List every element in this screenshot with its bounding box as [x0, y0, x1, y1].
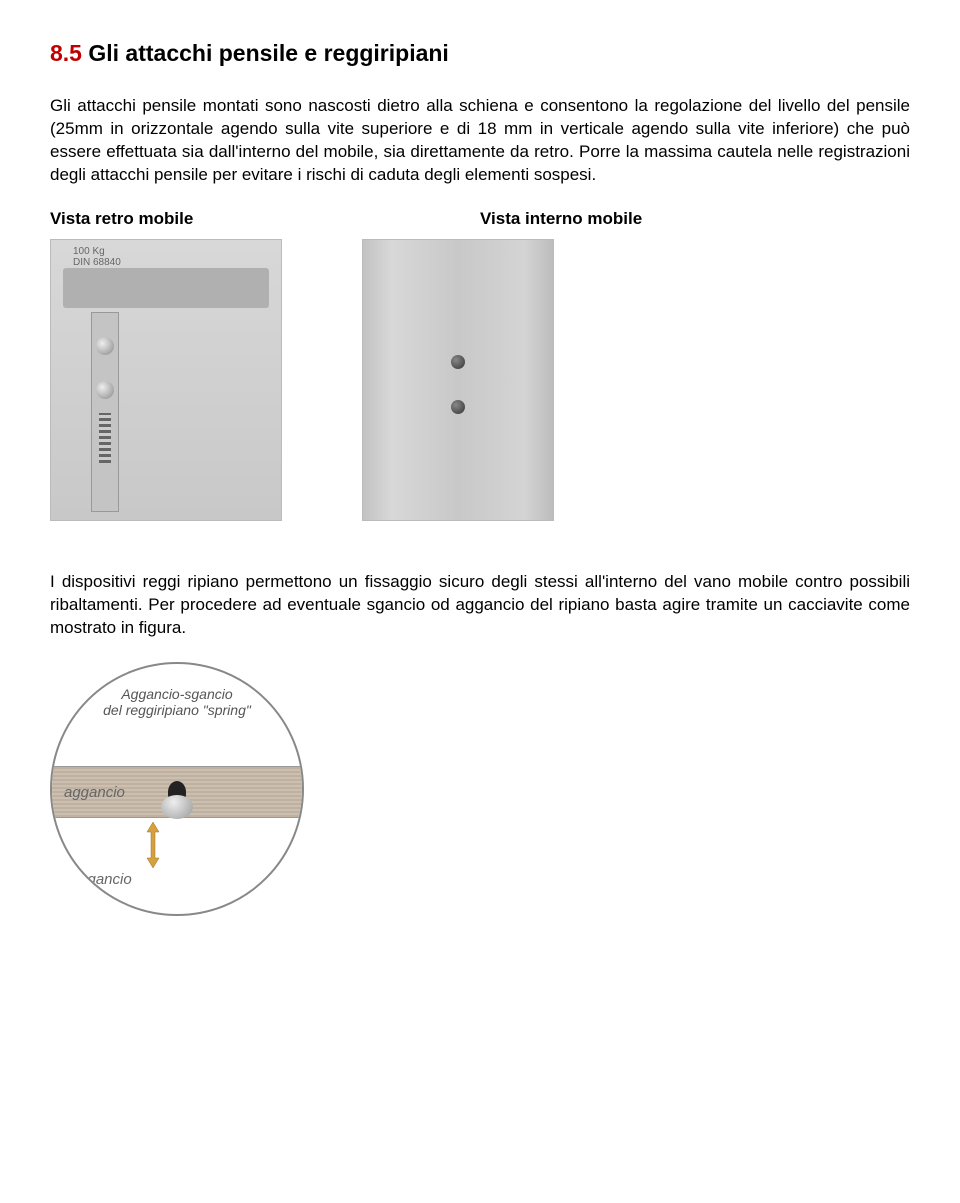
image-retro-mobile: [50, 239, 282, 521]
section-number: 8.5: [50, 40, 82, 66]
caption-left: Vista retro mobile: [50, 209, 480, 229]
image-circle-diagram: Aggancio-sgancio del reggiripiano "sprin…: [50, 662, 304, 916]
circle-header-line1: Aggancio-sgancio: [121, 686, 232, 702]
double-arrow-icon: [144, 822, 162, 868]
caption-right: Vista interno mobile: [480, 209, 910, 229]
caption-row: Vista retro mobile Vista interno mobile: [50, 209, 910, 229]
image-interno-mobile: [362, 239, 554, 521]
section-heading: 8.5 Gli attacchi pensile e reggiripiani: [50, 40, 910, 67]
circle-label-aggancio: aggancio: [64, 784, 125, 801]
paragraph-1: Gli attacchi pensile montati sono nascos…: [50, 95, 910, 187]
paragraph-2: I dispositivi reggi ripiano permettono u…: [50, 571, 910, 640]
circle-header: Aggancio-sgancio del reggiripiano "sprin…: [52, 686, 302, 720]
section-title-text: Gli attacchi pensile e reggiripiani: [82, 40, 449, 66]
image-row: [50, 239, 910, 521]
circle-header-line2: del reggiripiano "spring": [103, 702, 251, 718]
circle-label-sgancio: sgancio: [80, 871, 132, 888]
